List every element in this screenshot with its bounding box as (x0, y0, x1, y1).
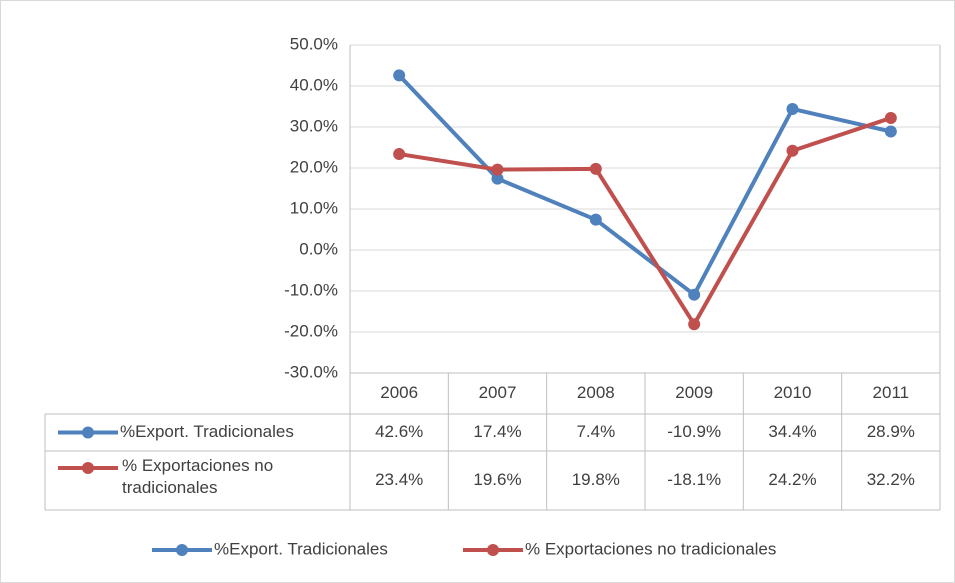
series-line (397, 73, 892, 297)
y-tick-label: -10.0% (284, 280, 338, 299)
table-value: 34.4% (768, 422, 816, 441)
table-value: 28.9% (867, 422, 915, 441)
x-tick-label: 2009 (675, 383, 713, 402)
legend-key (176, 544, 188, 556)
y-tick-label: -20.0% (284, 321, 338, 340)
x-tick-label: 2011 (873, 383, 910, 402)
data-point (491, 172, 504, 185)
y-tick-label: 40.0% (290, 75, 338, 94)
legend-key (487, 544, 499, 556)
data-point (786, 144, 799, 157)
x-tick-label: 2007 (479, 383, 517, 402)
table-value: 19.6% (473, 470, 521, 489)
table-value: 42.6% (375, 422, 423, 441)
table-series-name: % Exportaciones no tradicionales (122, 456, 274, 497)
y-tick-label: 50.0% (290, 34, 338, 53)
data-point (589, 213, 602, 226)
series-line (398, 116, 892, 327)
table-value: 32.2% (867, 470, 915, 489)
y-tick-label: 30.0% (290, 116, 338, 135)
data-point (393, 148, 406, 161)
table-value: 24.2% (768, 470, 816, 489)
x-tick-label: 2006 (380, 383, 418, 402)
table-series-name: %Export. Tradicionales (120, 422, 294, 441)
table-legend-key (82, 426, 94, 439)
table-series-name-box: % Exportaciones no tradicionales (122, 456, 274, 497)
data-point (688, 318, 701, 331)
data-point (884, 125, 897, 138)
table-value: 17.4% (473, 422, 521, 441)
y-tick-label: 0.0% (299, 239, 338, 258)
data-point (393, 69, 406, 82)
table-legend-key (82, 462, 94, 474)
data-point (589, 162, 602, 175)
legend-label: %Export. Tradicionales (214, 539, 388, 558)
data-point (491, 163, 504, 176)
table-value: 23.4% (375, 470, 423, 489)
x-tick-label: 2008 (577, 383, 615, 402)
x-tick-label: 2010 (774, 383, 812, 402)
data-point (786, 102, 799, 115)
y-tick-label: 10.0% (290, 198, 338, 217)
table-value: -18.1% (667, 470, 721, 489)
y-tick-label: -30.0% (284, 362, 338, 381)
table-value: -10.9% (667, 422, 721, 441)
table-value: 7.4% (576, 422, 615, 441)
table-value: 19.8% (572, 470, 620, 489)
data-point (884, 111, 897, 124)
legend-label: % Exportaciones no tradicionales (525, 539, 776, 558)
data-point (688, 288, 701, 301)
y-tick-label: 20.0% (290, 157, 338, 176)
